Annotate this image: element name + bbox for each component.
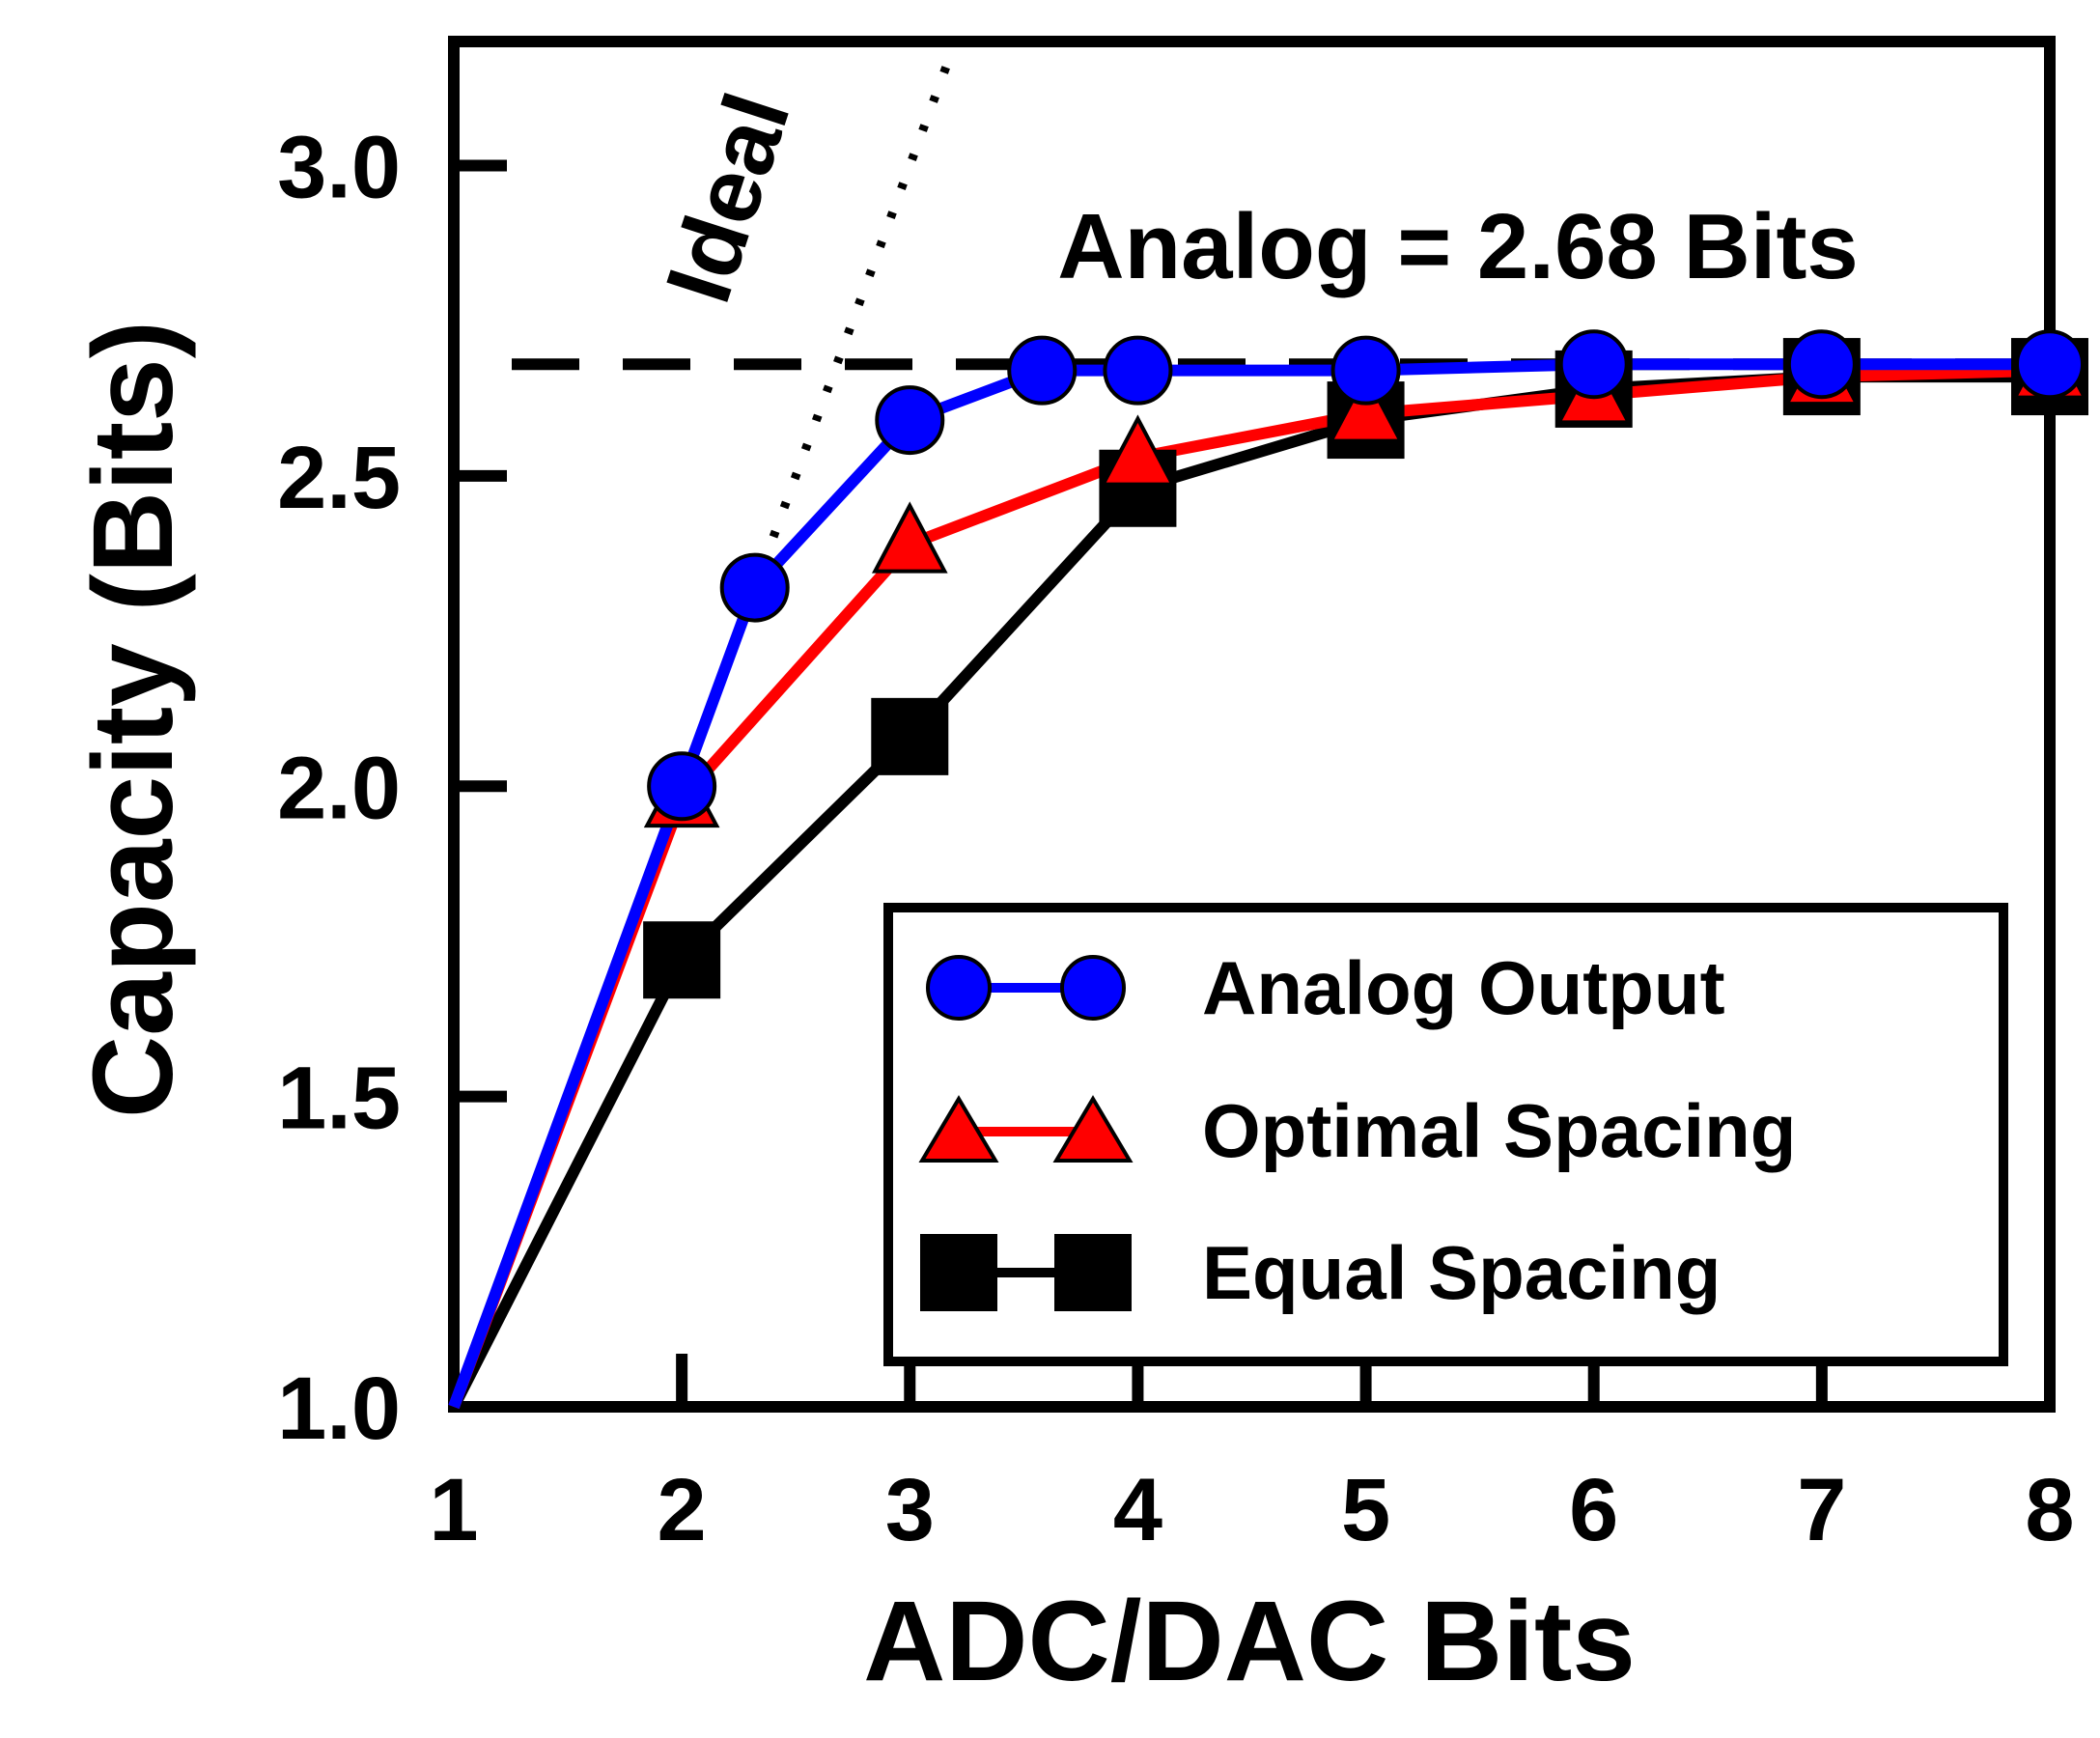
- legend-label-equal-spacing: Equal Spacing: [1202, 1230, 1721, 1315]
- y-tick-label: 3.0: [277, 119, 401, 217]
- data-point-analog-output: [1103, 335, 1173, 406]
- ideal-line-label: Ideal: [646, 81, 809, 314]
- data-point-optimal-spacing: [1100, 414, 1176, 487]
- legend-entry-optimal-spacing: Optimal Spacing: [918, 1088, 1796, 1173]
- y-axis-title: Capacity (Bits): [70, 321, 197, 1118]
- legend-circle-marker: [1060, 955, 1126, 1021]
- legend-circle-marker: [926, 955, 992, 1021]
- legend-label-optimal-spacing: Optimal Spacing: [1202, 1088, 1796, 1173]
- data-point-optimal-spacing: [1328, 371, 1404, 443]
- legend-square-marker: [1054, 1234, 1132, 1311]
- x-tick-label: 4: [1113, 1461, 1162, 1559]
- data-point-analog-output: [1330, 335, 1401, 406]
- x-tick-label: 1: [429, 1461, 478, 1559]
- x-tick-label: 8: [2025, 1461, 2074, 1559]
- plot-layer: 1.0 1.5 2.0 2.5 3.0 1 2 3 4 5 6 7 8: [277, 36, 2088, 1559]
- x-tick-label: 2: [658, 1461, 707, 1559]
- x-tick-label: 3: [885, 1461, 935, 1559]
- legend: Analog Output Optimal Spacing Equal Spac…: [883, 903, 2008, 1366]
- data-point-analog-output: [2015, 329, 2085, 400]
- x-tick-label: 7: [1797, 1461, 1846, 1559]
- data-point-analog-output: [875, 385, 945, 456]
- data-point-analog-output: [647, 751, 717, 822]
- data-point-equal-spacing: [871, 697, 949, 775]
- legend-entry-equal-spacing: Equal Spacing: [920, 1230, 1721, 1315]
- data-point-equal-spacing: [643, 921, 721, 999]
- data-point-analog-output: [1558, 329, 1629, 400]
- legend-label-analog-output: Analog Output: [1202, 945, 1725, 1030]
- ideal-line: [449, 40, 960, 1409]
- y-tick-label: 2.0: [277, 739, 401, 837]
- y-tick-label: 1.5: [277, 1050, 401, 1148]
- data-point-analog-output: [1007, 335, 1078, 406]
- y-tick-label: 2.5: [277, 429, 401, 527]
- x-axis-title: ADC/DAC Bits: [863, 1578, 1636, 1705]
- legend-entry-analog-output: Analog Output: [926, 945, 1725, 1030]
- series-line-analog-output: [448, 358, 2050, 1410]
- data-point-analog-output: [1786, 329, 1857, 400]
- x-tick-label: 5: [1341, 1461, 1390, 1559]
- legend-triangle-marker: [1052, 1095, 1134, 1163]
- data-point-analog-output: [719, 552, 790, 623]
- analog-capacity-label: Analog = 2.68 Bits: [1057, 195, 1859, 298]
- legend-square-marker: [920, 1234, 997, 1311]
- data-point-optimal-spacing: [871, 501, 948, 574]
- legend-triangle-marker: [918, 1095, 999, 1163]
- x-tick-label: 6: [1569, 1461, 1618, 1559]
- plot-frame: [448, 36, 2056, 1413]
- y-tick-label: 1.0: [277, 1360, 401, 1458]
